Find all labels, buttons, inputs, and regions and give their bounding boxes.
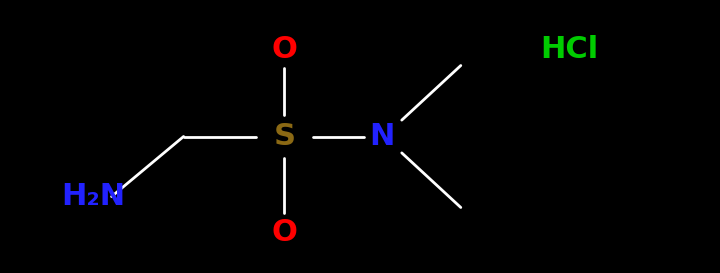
Text: N: N (369, 122, 395, 151)
Text: H₂N: H₂N (61, 182, 125, 211)
Text: O: O (271, 218, 297, 247)
Text: S: S (274, 122, 295, 151)
Text: HCl: HCl (540, 35, 598, 64)
Text: O: O (271, 35, 297, 64)
